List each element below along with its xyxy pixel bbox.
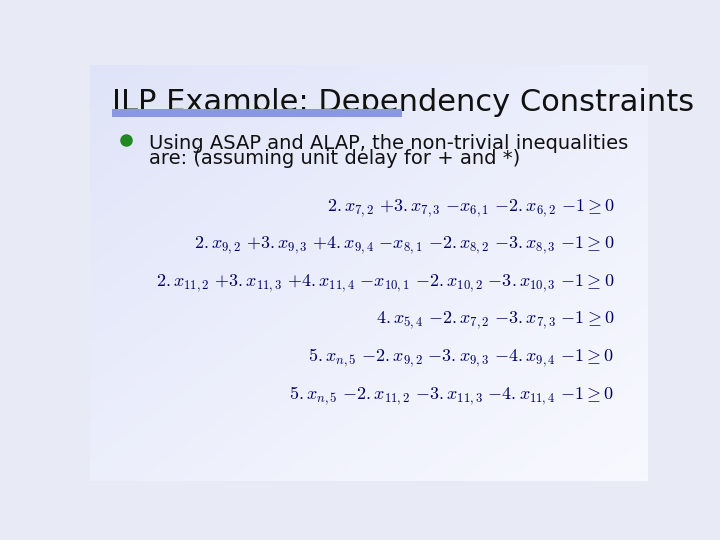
- Text: $\mathbf{2.}\boldsymbol{x_{7,2}}\ \mathbf{+3.}\boldsymbol{x_{7,3}}\ \mathbf{-}\b: $\mathbf{2.}\boldsymbol{x_{7,2}}\ \mathb…: [327, 198, 615, 219]
- Text: $\mathbf{5.}\boldsymbol{x_{n,5}}\ \mathbf{-2.}\boldsymbol{x_{11,2}}\ \mathbf{-3.: $\mathbf{5.}\boldsymbol{x_{n,5}}\ \mathb…: [289, 384, 615, 407]
- Text: $\mathbf{2.}\boldsymbol{x_{11,2}}\ \mathbf{+3.}\boldsymbol{x_{11,3}}\ \mathbf{+4: $\mathbf{2.}\boldsymbol{x_{11,2}}\ \math…: [156, 272, 615, 294]
- Text: $\mathbf{4.}\boldsymbol{x_{5,4}}\ \mathbf{-2.}\boldsymbol{x_{7,2}}\ \mathbf{-3.}: $\mathbf{4.}\boldsymbol{x_{5,4}}\ \mathb…: [376, 310, 615, 331]
- Text: $\mathbf{5.}\boldsymbol{x_{n,5}}\ \mathbf{-2.}\boldsymbol{x_{9,2}}\ \mathbf{-3.}: $\mathbf{5.}\boldsymbol{x_{n,5}}\ \mathb…: [308, 347, 615, 369]
- Text: Using ASAP and ALAP, the non-trivial inequalities: Using ASAP and ALAP, the non-trivial ine…: [148, 134, 628, 153]
- FancyBboxPatch shape: [112, 109, 402, 117]
- Text: are: (assuming unit delay for + and *): are: (assuming unit delay for + and *): [148, 149, 520, 168]
- Text: ILP Example: Dependency Constraints: ILP Example: Dependency Constraints: [112, 87, 695, 117]
- Text: $\mathbf{2.}\boldsymbol{x_{9,2}}\ \mathbf{+3.}\boldsymbol{x_{9,3}}\ \mathbf{+4.}: $\mathbf{2.}\boldsymbol{x_{9,2}}\ \mathb…: [194, 235, 615, 256]
